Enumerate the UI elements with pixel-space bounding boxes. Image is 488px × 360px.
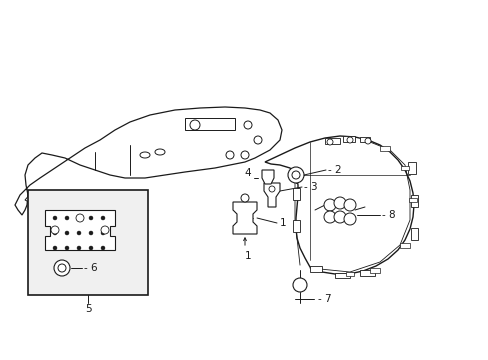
- Circle shape: [225, 151, 234, 159]
- Bar: [359, 137, 369, 142]
- Polygon shape: [262, 170, 273, 184]
- Circle shape: [101, 231, 105, 235]
- Circle shape: [58, 264, 66, 272]
- Bar: [400, 166, 408, 170]
- Circle shape: [53, 231, 57, 235]
- Text: 1: 1: [244, 251, 251, 261]
- Polygon shape: [264, 136, 413, 274]
- Text: 5: 5: [84, 304, 91, 314]
- Circle shape: [364, 138, 370, 144]
- Circle shape: [241, 194, 248, 202]
- Bar: [292, 188, 299, 200]
- Circle shape: [65, 231, 69, 235]
- Circle shape: [77, 231, 81, 235]
- Circle shape: [89, 231, 93, 235]
- Circle shape: [333, 211, 346, 223]
- Circle shape: [244, 121, 251, 129]
- Text: - 8: - 8: [381, 210, 395, 220]
- Circle shape: [287, 167, 304, 183]
- Circle shape: [333, 197, 346, 209]
- Bar: [359, 270, 374, 276]
- Text: 4: 4: [244, 168, 251, 178]
- Bar: [379, 146, 389, 151]
- Text: - 3: - 3: [304, 182, 317, 192]
- Bar: [292, 220, 299, 232]
- Circle shape: [291, 171, 299, 179]
- Circle shape: [324, 199, 335, 211]
- Circle shape: [326, 139, 332, 145]
- Circle shape: [51, 226, 59, 234]
- Polygon shape: [15, 107, 282, 215]
- Bar: [407, 162, 415, 174]
- Polygon shape: [184, 118, 235, 130]
- Text: - 7: - 7: [317, 294, 331, 304]
- Circle shape: [324, 211, 335, 223]
- Polygon shape: [45, 210, 115, 250]
- Circle shape: [343, 213, 355, 225]
- Circle shape: [53, 216, 57, 220]
- Circle shape: [89, 216, 93, 220]
- Bar: [399, 243, 409, 248]
- Bar: [408, 198, 416, 202]
- Circle shape: [101, 226, 109, 234]
- Circle shape: [241, 151, 248, 159]
- Circle shape: [77, 216, 81, 220]
- Circle shape: [53, 246, 57, 250]
- Circle shape: [76, 214, 84, 222]
- Circle shape: [346, 137, 352, 143]
- Circle shape: [77, 246, 81, 250]
- Circle shape: [292, 278, 306, 292]
- Bar: [369, 268, 379, 273]
- Text: 1: 1: [280, 218, 286, 228]
- Bar: [346, 272, 353, 276]
- Polygon shape: [25, 192, 38, 204]
- Text: - 2: - 2: [327, 165, 341, 175]
- Bar: [325, 138, 339, 144]
- Bar: [410, 228, 417, 240]
- Text: - 6: - 6: [84, 263, 98, 273]
- Circle shape: [190, 120, 200, 130]
- Circle shape: [89, 246, 93, 250]
- Circle shape: [54, 260, 70, 276]
- Circle shape: [101, 246, 105, 250]
- Circle shape: [65, 216, 69, 220]
- Polygon shape: [28, 200, 40, 210]
- Bar: [28, 190, 148, 295]
- Bar: [334, 273, 349, 278]
- Bar: [309, 266, 321, 272]
- Polygon shape: [264, 183, 280, 207]
- Circle shape: [343, 199, 355, 211]
- Circle shape: [253, 136, 262, 144]
- Circle shape: [268, 186, 274, 192]
- Polygon shape: [232, 202, 257, 234]
- Bar: [342, 136, 354, 142]
- Circle shape: [65, 246, 69, 250]
- Bar: [410, 195, 417, 207]
- Circle shape: [101, 216, 105, 220]
